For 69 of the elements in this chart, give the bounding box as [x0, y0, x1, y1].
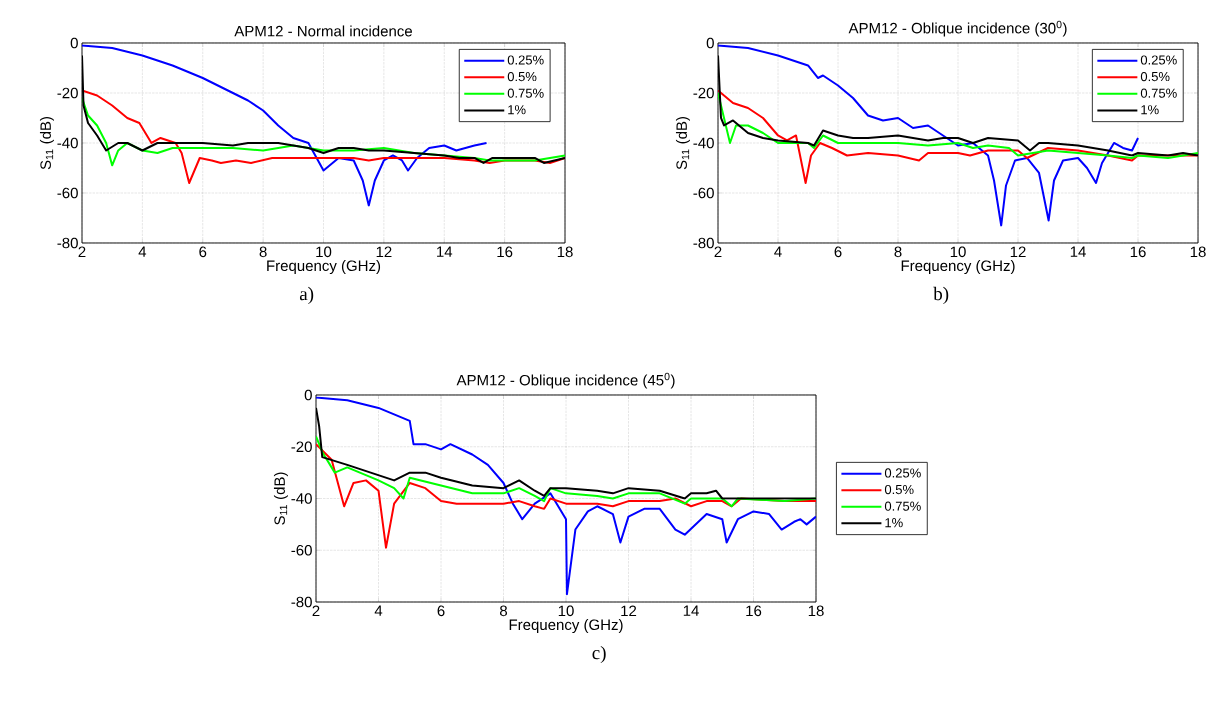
text: b): [933, 286, 949, 305]
line-series: [316, 396, 817, 596]
y-tick-label: -60: [693, 187, 714, 199]
y-tick-label: -40: [57, 137, 78, 149]
x-tick-label: 4: [774, 246, 782, 257]
y-tick-label: -80: [693, 237, 714, 249]
x-tick-label: 10: [950, 246, 966, 258]
legend-label: 0.75%: [884, 501, 921, 511]
legend-label: 0.25%: [1140, 55, 1177, 65]
x-tick-label: 12: [1010, 246, 1026, 257]
x-tick-label: 8: [259, 246, 267, 258]
y-tick-label: 0: [70, 37, 78, 49]
x-tick-label: 4: [374, 605, 383, 616]
y-tick-label: -80: [291, 596, 312, 608]
x-tick-label: 14: [437, 246, 453, 257]
legend-label: 0.5%: [884, 484, 914, 495]
y-axis-title: S$_{11}$ (dB): [675, 116, 690, 170]
legend-label: 0.75%: [1140, 88, 1177, 98]
legend-label: 0.25%: [507, 55, 544, 65]
line-series: [718, 44, 1140, 227]
x-axis-title: Frequency (GHz): [509, 619, 623, 633]
x-tick-label: 16: [746, 605, 762, 617]
x-tick-label: 2: [312, 605, 320, 617]
x-tick-label: 6: [199, 246, 207, 258]
chart-title: APM12 - Oblique incidence (30$^{0}$): [848, 20, 1067, 37]
x-tick-label: 10: [558, 605, 574, 617]
x-tick-label: 18: [557, 246, 573, 258]
x-tick-label: 6: [834, 246, 842, 258]
y-tick-label: 0: [706, 37, 714, 49]
x-tick-label: 2: [714, 246, 722, 257]
text: c): [592, 645, 606, 664]
y-tick-label: -40: [291, 493, 312, 504]
legend-label: 0.5%: [1140, 71, 1170, 82]
x-axis-title: Frequency (GHz): [901, 260, 1015, 274]
x-axis-title: Frequency (GHz): [267, 260, 381, 274]
legend-label: 0.5%: [507, 71, 537, 82]
y-axis-title: S$_{11}$ (dB): [273, 472, 288, 525]
x-tick-label: 6: [437, 605, 445, 617]
text: a): [299, 286, 314, 305]
legend-label: 1%: [1141, 105, 1159, 115]
x-tick-label: 8: [894, 246, 902, 258]
x-tick-label: 8: [500, 605, 508, 617]
x-tick-label: 18: [1190, 246, 1206, 258]
legend-label: 1%: [885, 518, 903, 528]
y-tick-label: -80: [57, 237, 78, 249]
x-tick-label: 14: [683, 605, 699, 616]
chart-title: APM12 - Normal incidence: [234, 25, 412, 37]
x-tick-label: 2: [78, 246, 86, 257]
x-tick-label: 12: [376, 246, 392, 257]
legend-label: 0.75%: [507, 88, 544, 98]
y-tick-label: -60: [291, 544, 312, 556]
chart-title: APM12 - Oblique incidence (45$^{0}$): [456, 372, 675, 389]
y-tick-label: 0: [304, 389, 312, 401]
x-tick-label: 18: [808, 605, 824, 617]
y-tick-label: -20: [693, 87, 714, 99]
x-tick-label: 10: [316, 246, 332, 258]
y-axis-title: S$_{11}$ (dB): [39, 116, 54, 170]
x-tick-label: 16: [1130, 246, 1146, 258]
y-tick-label: -20: [57, 87, 78, 99]
x-tick-label: 14: [1070, 246, 1086, 257]
x-tick-label: 12: [621, 605, 637, 617]
y-tick-label: -40: [693, 137, 714, 149]
x-tick-label: 16: [497, 246, 513, 258]
y-tick-label: -20: [291, 441, 312, 453]
legend-label: 0.25%: [884, 468, 921, 478]
y-tick-label: -60: [57, 187, 78, 199]
line-series: [82, 44, 488, 207]
legend-label: 1%: [508, 105, 526, 115]
x-tick-label: 4: [138, 246, 147, 257]
